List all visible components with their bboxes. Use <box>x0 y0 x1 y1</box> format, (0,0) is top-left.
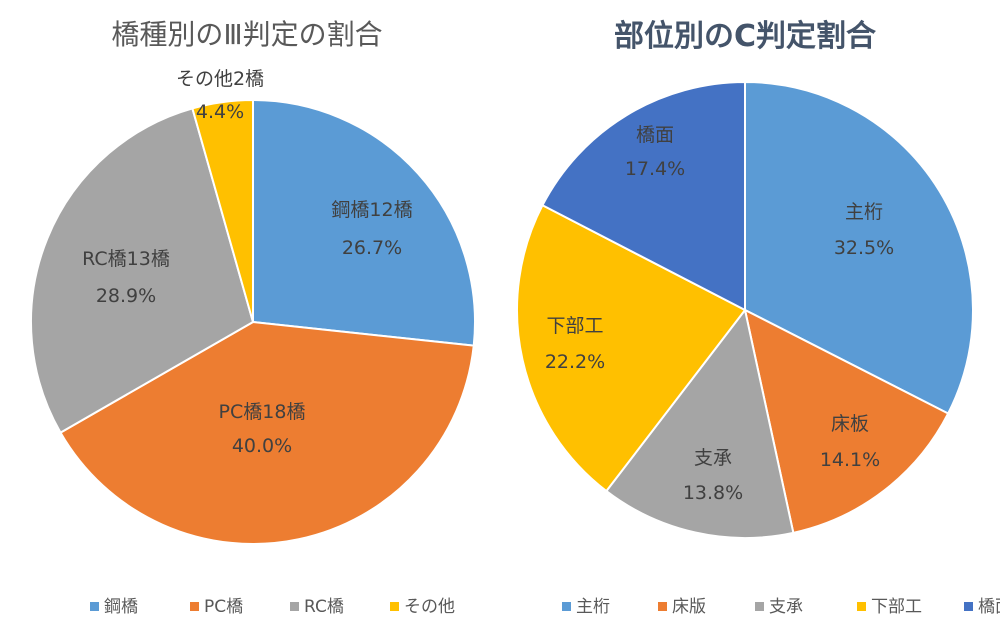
pie-slice-4 <box>516 203 747 493</box>
pie-slice-5 <box>541 80 746 312</box>
legend-label-3: RC橋 <box>304 597 344 617</box>
legend-label-4: 下部工 <box>871 597 922 617</box>
slice-label-1: 鋼橋12橋 <box>331 199 412 221</box>
slice-label-3: RC橋13橋 <box>82 248 170 270</box>
pie-slice-3 <box>30 107 255 434</box>
slice-percent-4: 22.2% <box>545 351 605 373</box>
pie-chart-component: 部位別のC判定割合 主桁 32.5% 床板 14.1% 支承 13.8% 下部工 22.2% 橋… <box>516 19 1000 617</box>
slice-percent-5: 17.4% <box>625 158 685 180</box>
chart-component: 部位別のC判定割合 主桁 32.5% 床板 14.1% 支承 13.8% 下部工 22.2% 橋… <box>500 0 1000 630</box>
chart-title: 橋種別のⅢ判定の割合 <box>111 18 382 51</box>
legend-label-1: 主桁 <box>576 597 610 617</box>
slice-percent-1: 32.5% <box>834 237 894 259</box>
chart-bridge-type: 橋種別のⅢ判定の割合 鋼橋12橋 26.7% PC橋18橋 40.0% RC橋13橋 28… <box>30 18 476 617</box>
pie-chart-bridge-type: 橋種別のⅢ判定の割合 鋼橋12橋 26.7% PC橋18橋 40.0% RC橋13橋 28… <box>30 18 476 617</box>
legend-label-3: 支承 <box>769 597 803 617</box>
slice-label-2: 床板 <box>831 413 869 435</box>
legend-swatch-2 <box>658 602 667 611</box>
pie-slice-3 <box>604 307 795 540</box>
slice-percent-3: 28.9% <box>96 285 156 307</box>
legend-swatch-3 <box>290 602 299 611</box>
legend-swatch-4 <box>390 602 399 611</box>
legend-label-5: 橋面 <box>978 597 1000 617</box>
legend-swatch-4 <box>857 602 866 611</box>
slice-percent-1: 26.7% <box>342 237 402 259</box>
legend-label-4: その他 <box>404 597 455 617</box>
legend-swatch-5 <box>964 602 973 611</box>
slice-label-1: 主桁 <box>845 201 883 223</box>
slice-label-3: 支承 <box>694 447 732 469</box>
slice-percent-2: 14.1% <box>820 449 880 471</box>
pie-slice-1 <box>252 98 476 347</box>
pie-slice-1 <box>744 80 974 415</box>
legend-swatch-2 <box>190 602 199 611</box>
pie-slice-2 <box>743 308 950 535</box>
legend-swatch-1 <box>562 602 571 611</box>
slice-label-2: PC橋18橋 <box>219 401 306 423</box>
slice-label-4: その他2橋 <box>176 68 264 90</box>
slice-label-5: 橋面 <box>636 124 674 146</box>
legend-swatch-3 <box>755 602 764 611</box>
legend-swatch-1 <box>90 602 99 611</box>
legend-label-2: PC橋 <box>204 597 243 617</box>
slice-percent-2: 40.0% <box>232 435 292 457</box>
slice-percent-4: 4.4% <box>196 101 244 123</box>
pie-slice-2 <box>59 320 475 545</box>
legend-label-1: 鋼橋 <box>104 597 138 617</box>
slice-label-4: 下部工 <box>546 315 603 337</box>
chart-title: 部位別のC判定割合 <box>614 19 876 54</box>
slice-percent-3: 13.8% <box>683 482 743 504</box>
legend-label-2: 床版 <box>672 597 706 617</box>
pie-slice-4 <box>191 98 254 323</box>
